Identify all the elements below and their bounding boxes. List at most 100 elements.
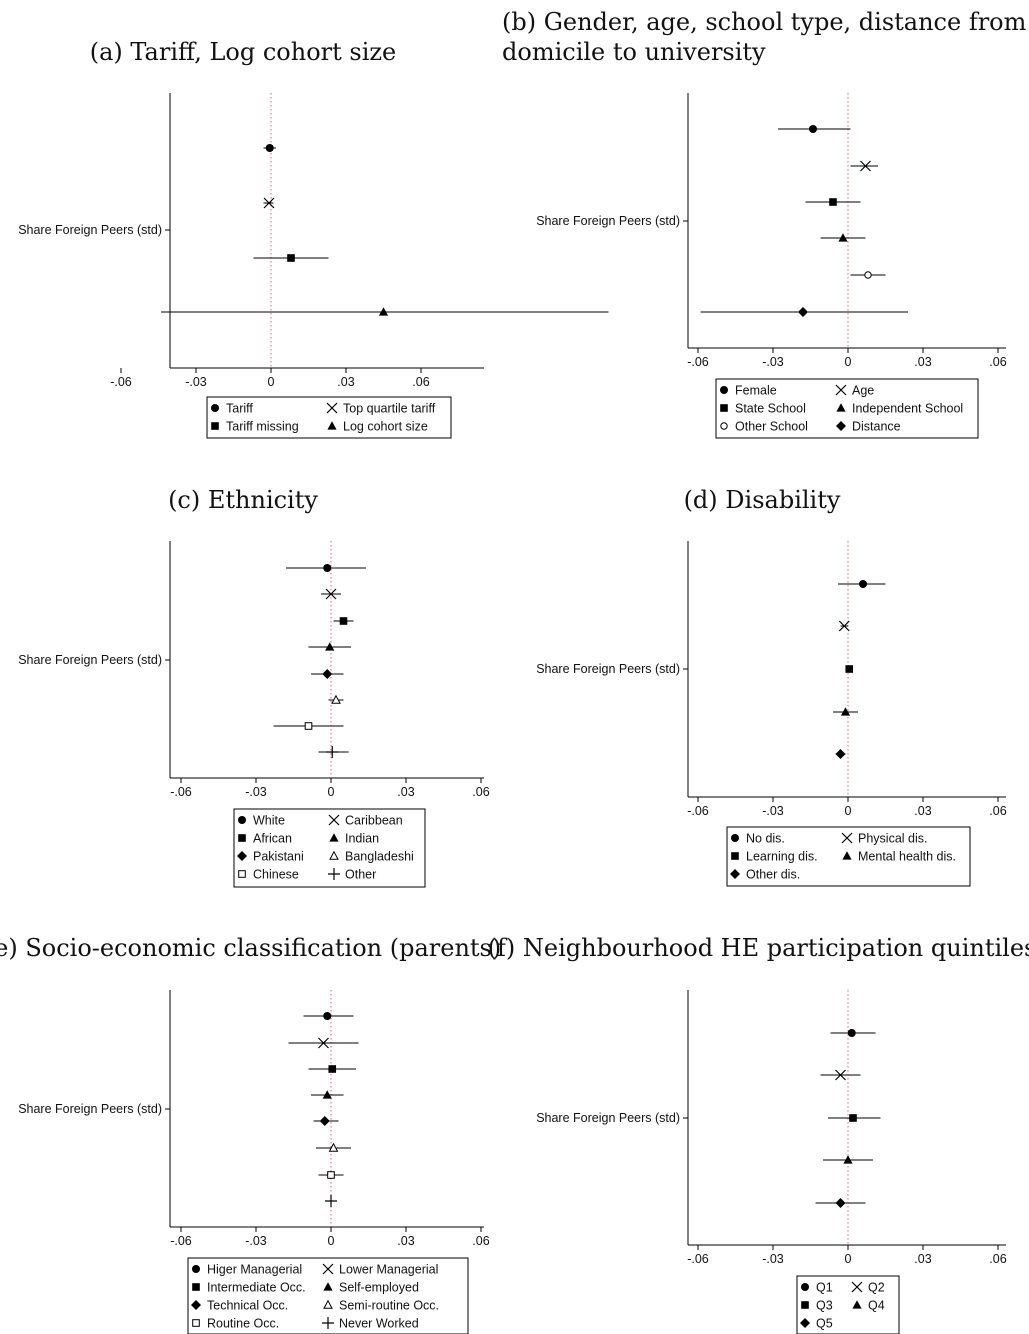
estimate-marker [325,1195,337,1207]
legend-marker [836,403,846,412]
panel-title: (d) Disability [684,486,841,514]
legend-item: Independent School [836,402,963,416]
legend-marker [322,1317,334,1329]
legend-item: Other dis. [730,868,800,882]
x-tick-label: -.06 [170,1234,192,1248]
legend-item: Q3 [801,1299,833,1313]
legend-label: Q1 [816,1281,833,1295]
legend-label: Other [345,868,376,882]
legend-label: Physical dis. [858,832,927,846]
legend-item: Caribbean [328,814,403,828]
x-tick-label: .03 [914,804,931,818]
x-tick-label: .03 [397,1234,414,1248]
panel-title: (c) Ethnicity [168,486,318,514]
series-female [778,125,851,133]
panel-a: (a) Tariff, Log cohort size Share Foreign… [18,38,609,439]
series-caribbean [321,588,341,600]
x-tick-label: -.03 [185,375,207,389]
legend-label: Age [852,384,874,398]
legend-item: Q4 [852,1299,885,1313]
series-tariff-missing [253,254,329,262]
legend-marker [328,868,340,880]
legend-item: Higer Managerial [192,1263,302,1277]
legend-item: Q5 [800,1317,833,1331]
legend-marker [720,422,728,430]
legend-label: Technical Occ. [207,1299,288,1313]
series-learning-dis [845,665,854,673]
legend-box [796,1275,900,1334]
legend-item: Q1 [801,1281,833,1295]
estimate-marker [860,160,871,172]
legend-label: Other dis. [746,868,800,882]
x-tick-label: -.03 [762,1252,784,1266]
series-distance [700,307,908,317]
legend-item: African [238,832,292,846]
legend-label: Indian [345,832,379,846]
legend-marker [191,1300,201,1310]
estimate-marker [838,233,848,242]
panel-e: (e) Socio-economic classification (paren… [0,934,501,1334]
series-log-cohort-size [161,307,609,316]
legend-marker [841,832,853,844]
estimate-marker [304,722,313,730]
legend-item: Routine Occ. [192,1317,279,1331]
series-q5 [815,1198,866,1208]
x-tick-label: 0 [845,355,852,369]
series-routine-occ [318,1171,344,1179]
panel-title: (a) Tariff, Log cohort size [90,38,396,66]
legend-label: Q4 [868,1299,885,1313]
panel-d: (d) Disability Share Foreign Peers (std) -… [536,486,1007,887]
estimate-marker [378,307,389,316]
estimate-marker [859,580,867,588]
legend-item: Lower Managerial [322,1263,438,1277]
estimate-marker [809,125,817,133]
series-q3 [828,1114,881,1122]
legend-marker [836,421,846,431]
x-tick-label: .06 [472,785,489,799]
x-tick-label: -.03 [762,804,784,818]
legend-marker [720,404,728,412]
legend-item: Distance [836,420,901,434]
legend-marker [329,850,339,860]
legend-item: Pakistani [237,850,304,864]
x-tick-label: .06 [989,804,1006,818]
legend-item: Indian [329,832,379,846]
legend-marker [852,1300,862,1309]
legend-label: Q5 [816,1317,833,1331]
x-tick-label: .06 [989,1252,1006,1266]
legend-marker [192,1265,200,1273]
x-tick-label: .03 [397,785,414,799]
legend: Higer Managerial Lower Managerial Intermed… [187,1257,469,1334]
legend-marker [322,1263,334,1275]
x-tick-label: 0 [328,1234,335,1248]
legend-marker [238,816,246,824]
x-tick-label: -.06 [687,1252,709,1266]
legend-item: Other [328,868,376,882]
legend-marker [211,404,219,412]
legend-marker [329,833,339,842]
legend-marker [323,1299,333,1309]
legend-label: Log cohort size [343,420,428,434]
legend-marker [192,1319,200,1327]
legend-label: Mental health dis. [858,850,956,864]
legend-label: Routine Occ. [207,1317,279,1331]
legend-item: Never Worked [322,1317,419,1331]
series-no-dis [838,580,886,588]
legend-item: Physical dis. [841,832,927,846]
legend-label: Caribbean [345,814,403,828]
series-q1 [830,1029,876,1037]
series-other [318,746,349,758]
legend-label: Intermediate Occ. [207,1281,306,1295]
legend-label: Independent School [852,402,963,416]
x-tick-label: -.06 [170,785,192,799]
estimate-marker [323,1012,332,1020]
legend-marker [323,1282,333,1291]
legend-label: Female [735,384,777,398]
legend-label: Pakistani [253,850,304,864]
legend-item: Technical Occ. [191,1299,288,1313]
legend-item: Age [835,384,874,398]
series-physical-dis [838,620,850,632]
legend-label: White [253,814,285,828]
legend-item: Bangladeshi [329,850,414,864]
series-self-employed [311,1090,344,1099]
